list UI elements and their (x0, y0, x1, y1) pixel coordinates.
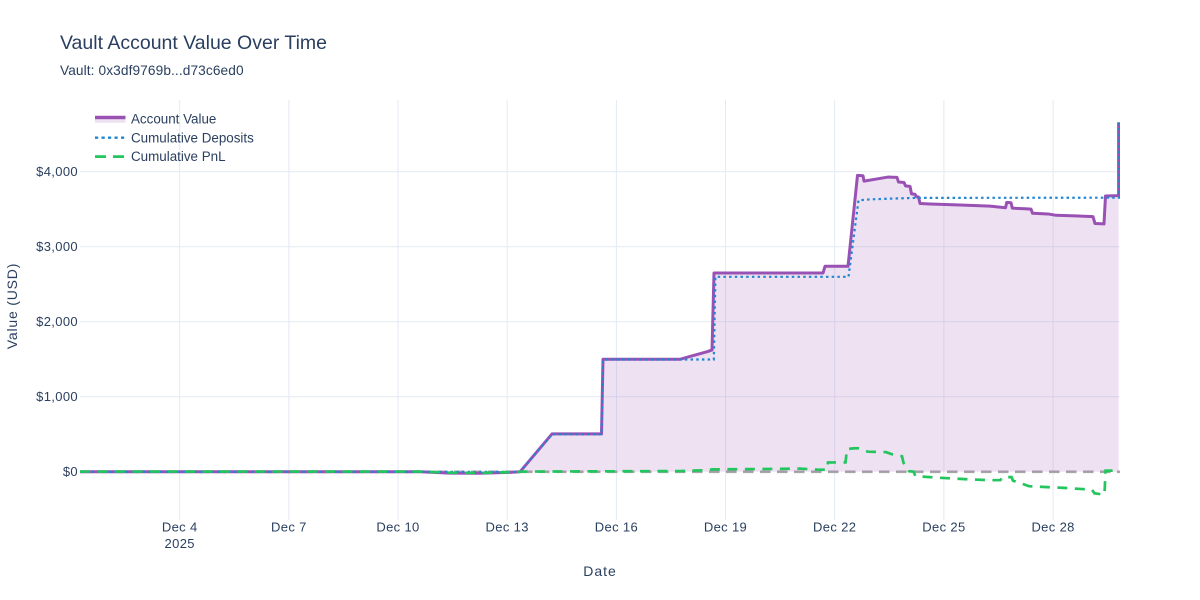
svg-text:Date: Date (583, 563, 617, 579)
svg-text:$3,000: $3,000 (36, 239, 78, 254)
svg-text:Dec 28: Dec 28 (1031, 520, 1074, 535)
svg-text:Vault: 0x3df9769b...d73c6ed0: Vault: 0x3df9769b...d73c6ed0 (60, 63, 244, 78)
svg-text:Account Value: Account Value (131, 111, 216, 126)
svg-text:2025: 2025 (165, 536, 195, 551)
svg-text:Dec 16: Dec 16 (595, 520, 638, 535)
svg-text:Value (USD): Value (USD) (4, 263, 20, 349)
svg-text:Dec 10: Dec 10 (376, 520, 419, 535)
svg-text:Vault Account Value Over Time: Vault Account Value Over Time (60, 32, 327, 54)
svg-text:Cumulative Deposits: Cumulative Deposits (131, 130, 254, 145)
svg-text:Dec 7: Dec 7 (271, 520, 307, 535)
svg-text:$0: $0 (63, 464, 78, 479)
svg-text:Dec 25: Dec 25 (922, 520, 965, 535)
svg-text:$1,000: $1,000 (36, 389, 78, 404)
svg-text:Dec 4: Dec 4 (162, 520, 198, 535)
svg-text:Dec 13: Dec 13 (486, 520, 529, 535)
svg-text:$4,000: $4,000 (36, 164, 78, 179)
svg-text:Dec 19: Dec 19 (704, 520, 747, 535)
svg-text:$2,000: $2,000 (36, 314, 78, 329)
svg-text:Cumulative PnL: Cumulative PnL (131, 149, 226, 164)
svg-text:Dec 22: Dec 22 (813, 520, 856, 535)
